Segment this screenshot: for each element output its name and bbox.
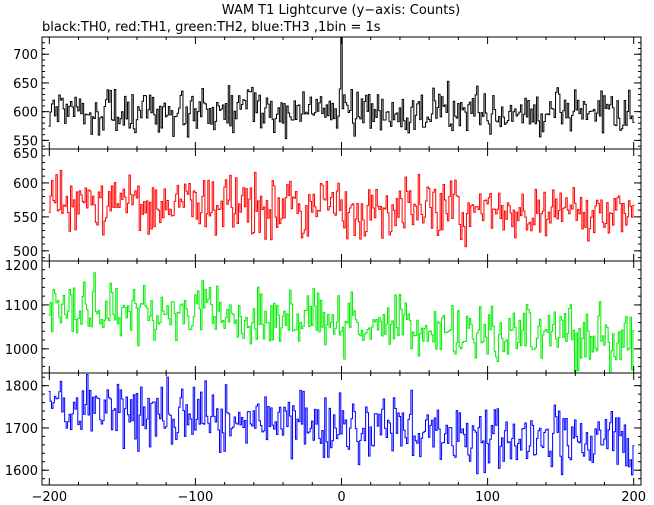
- x-tick-label: 100: [475, 490, 500, 505]
- y-tick-label: 700: [13, 48, 38, 63]
- x-tick-label: −100: [178, 490, 214, 505]
- panel-th3: 1600 1700 1800: [5, 372, 642, 486]
- y-tick-label: 550: [13, 211, 38, 226]
- y-tick-label: 1800: [5, 380, 38, 395]
- series-line-th0: [48, 37, 635, 140]
- panel-th1: 500 550 600 650: [13, 147, 642, 262]
- y-tick-label: 600: [13, 177, 38, 192]
- panel-frame: [41, 372, 642, 486]
- chart-subtitle: black:TH0, red:TH1, green:TH2, blue:TH3 …: [42, 20, 381, 35]
- series-line-th1: [48, 169, 635, 248]
- x-tick-label: 200: [621, 490, 646, 505]
- series-line-th3: [48, 374, 635, 476]
- y-tick-label: 1600: [5, 464, 38, 479]
- x-tick-label: 0: [337, 490, 345, 505]
- chart-title: WAM T1 Lightcurve (y−axis: Counts): [222, 3, 460, 18]
- y-tick-label: 600: [13, 106, 38, 121]
- y-tick-label: 1200: [5, 259, 38, 274]
- y-tick-label: 1700: [5, 422, 38, 437]
- y-tick-label: 1000: [5, 343, 38, 358]
- panel-th2: 1000 1100 1200: [5, 259, 642, 374]
- y-tick-label: 1100: [5, 299, 38, 314]
- series-line-th2: [48, 272, 635, 373]
- y-tick-label: 550: [13, 134, 38, 149]
- panel-frame: [41, 36, 642, 150]
- y-tick-label: 500: [13, 245, 38, 260]
- y-tick-label: 650: [13, 147, 38, 162]
- panels-group: 5506006507005005506006501000110012001600…: [5, 36, 646, 505]
- panel-th0: 550 600 650 700: [13, 36, 642, 150]
- x-tick-label: −200: [31, 490, 67, 505]
- y-tick-label: 650: [13, 77, 38, 92]
